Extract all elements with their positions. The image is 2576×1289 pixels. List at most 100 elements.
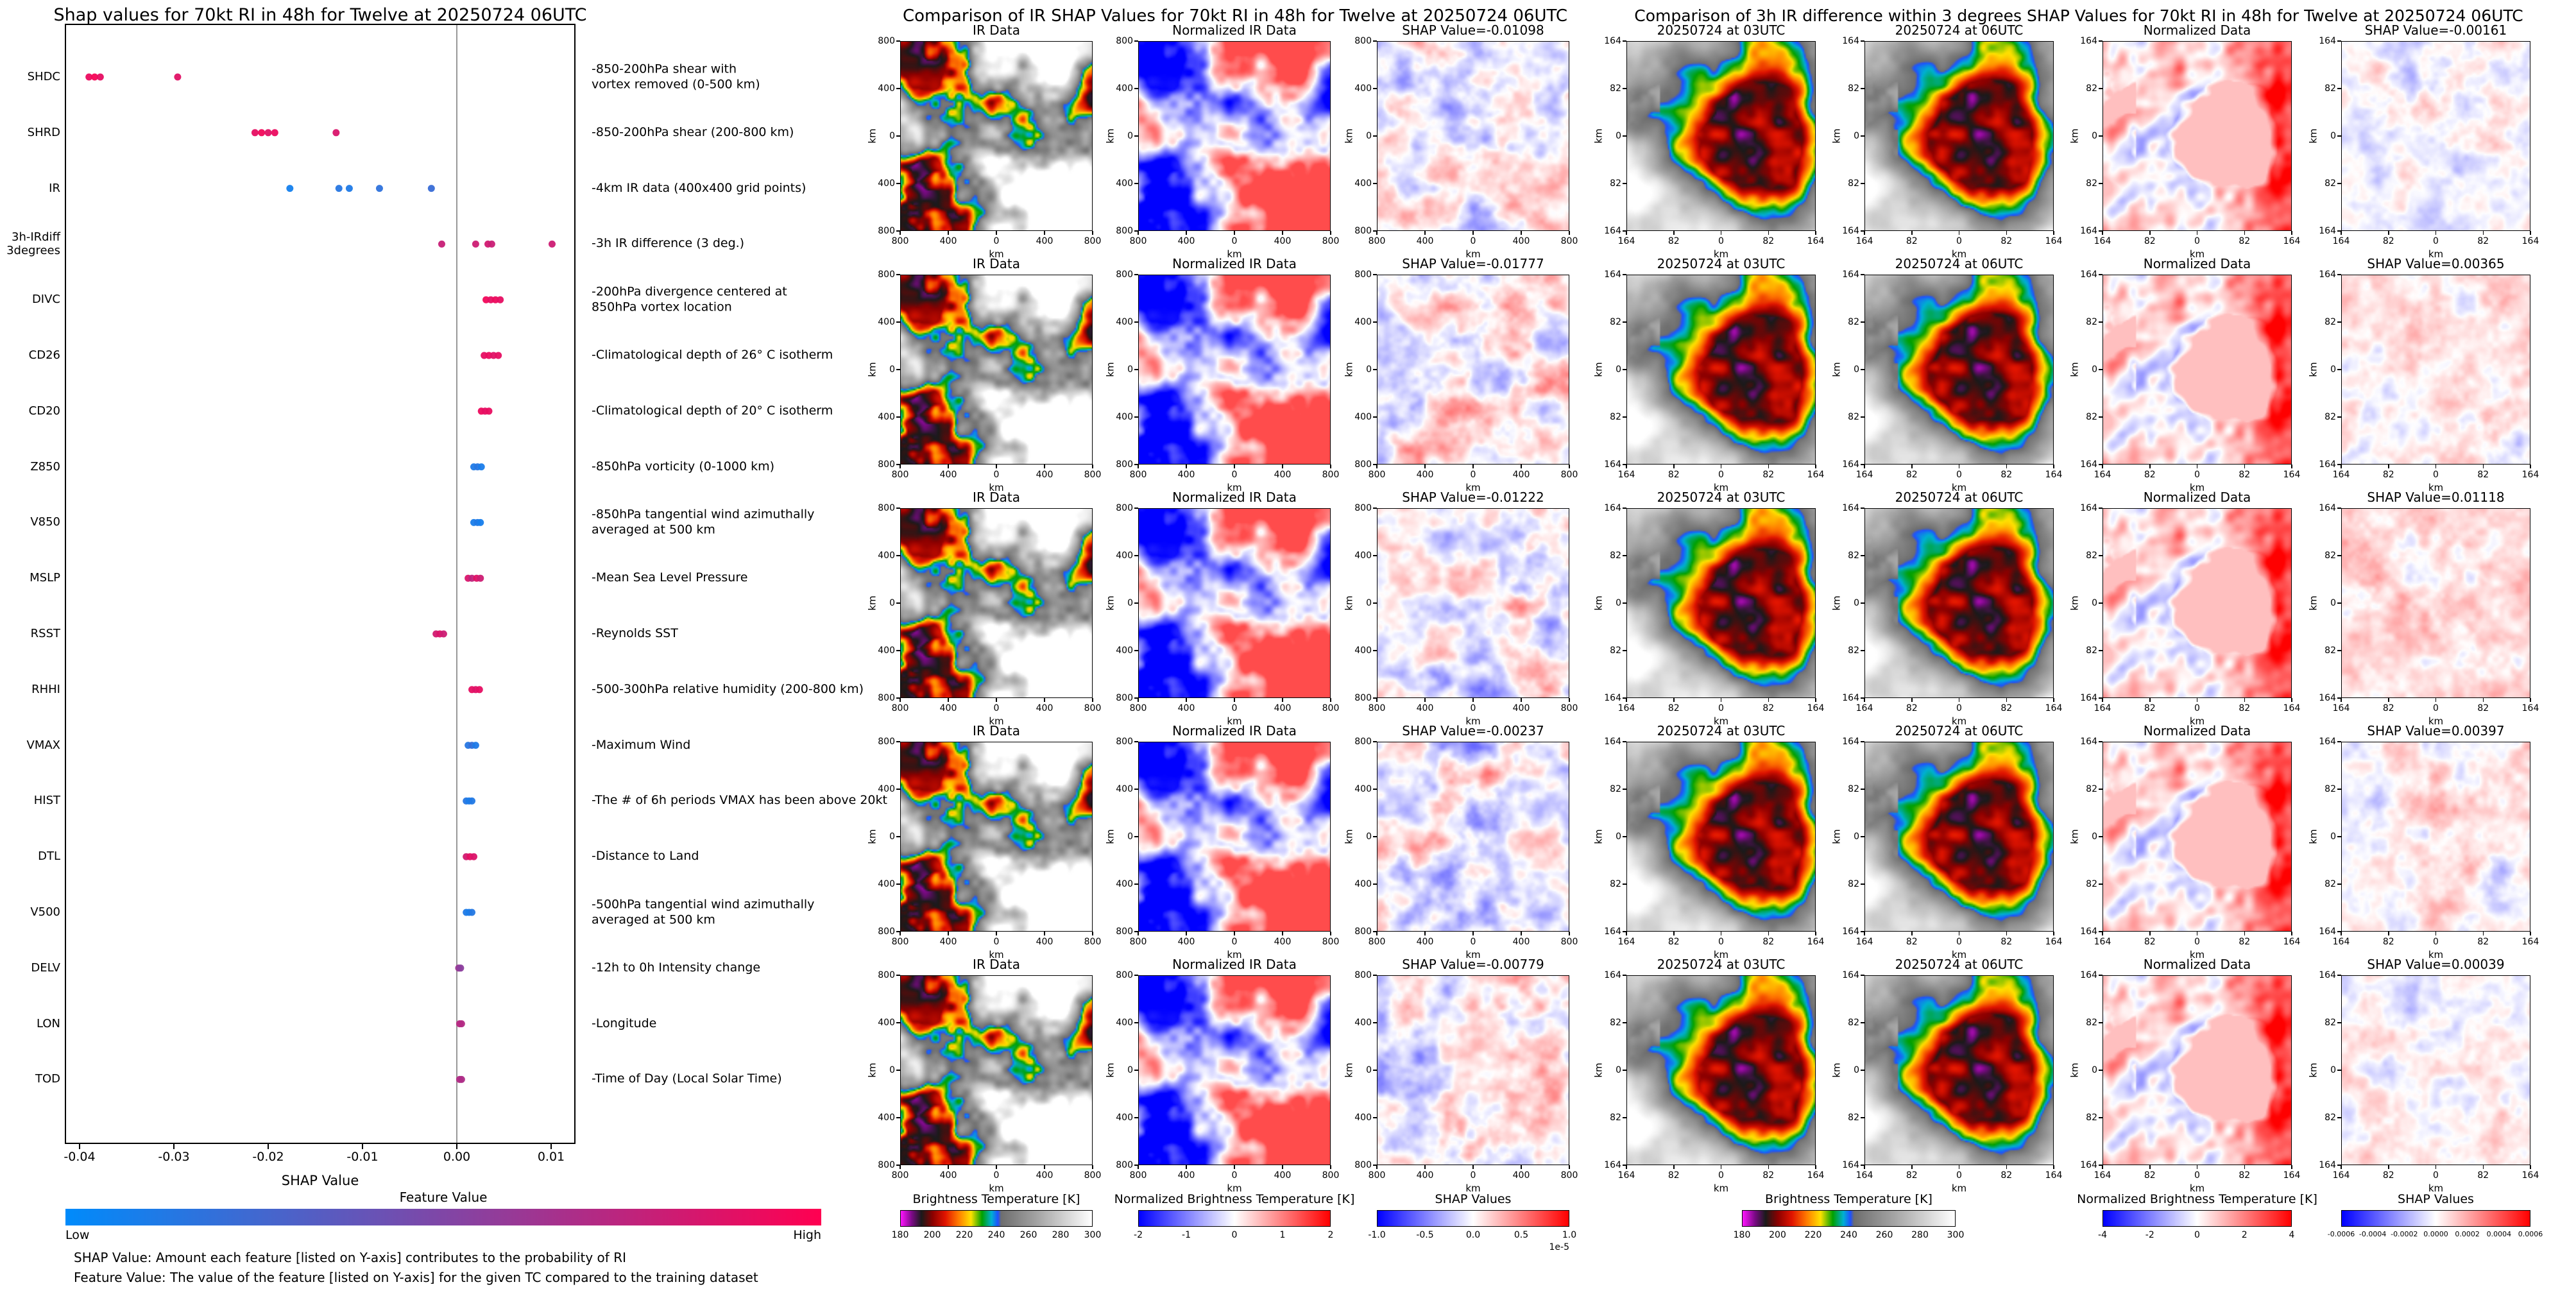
x-tick-mark (2530, 932, 2531, 935)
y-axis-unit: km (2068, 1063, 2080, 1078)
x-tick-label: 800 (1560, 937, 1578, 947)
irdiff-comparison-title: Comparison of 3h IR difference within 3 … (1634, 6, 2523, 25)
x-tick-mark (1720, 932, 1722, 935)
y-tick-label: 164 (2319, 459, 2336, 470)
colorbar-gradient (1742, 1210, 1956, 1227)
y-tick-label: 82 (2324, 83, 2336, 94)
x-tick-mark (2006, 932, 2007, 935)
x-tick-label: 400 (1512, 1170, 1530, 1181)
x-tick-mark (2341, 231, 2342, 235)
y-tick-label: 400 (1354, 784, 1372, 794)
map-title: 20250724 at 03UTC (1657, 723, 1786, 738)
x-tick-mark (2006, 465, 2007, 468)
y-tick-label: 82 (2324, 1113, 2336, 1123)
y-tick-label: 400 (1116, 1113, 1133, 1123)
y-tick-label: 164 (1842, 737, 1859, 747)
y-axis-unit: km (1343, 829, 1354, 844)
x-axis-unit: km (2189, 248, 2205, 260)
y-axis-unit: km (2307, 128, 2319, 144)
y-tick-mark (2099, 508, 2103, 509)
y-tick-label: 0 (1616, 364, 1621, 375)
y-tick-mark (896, 975, 900, 976)
map-title: SHAP Value=-0.00779 (1402, 957, 1544, 972)
shap-point (457, 964, 465, 972)
y-tick-mark (1134, 697, 1138, 699)
shap-beeswarm-plot: -0.04 -0.03 -0.02 -0.01 0.00 0.01 SHDC -850-200… (0, 0, 898, 1289)
x-tick-label: 400 (1274, 703, 1292, 713)
y-tick-mark (1623, 1070, 1626, 1071)
y-tick-label: 400 (878, 317, 895, 327)
colorbar-tick-label: 0.0006 (2518, 1230, 2543, 1238)
normalized-diff-cell-row2: Normalized Data 164 164 82 82 0 0 82 82 164 164 km k… (2068, 256, 2300, 493)
colorbar-gradient (2341, 1210, 2530, 1227)
y-tick-label: 82 (1848, 1113, 1859, 1123)
x-axis-unit: km (1713, 248, 1729, 260)
y-tick-mark (2337, 602, 2341, 604)
ir-06utc-cell-row2: 20250724 at 06UTC 164 164 82 82 0 0 82 82 164 164 k… (1830, 256, 2062, 493)
feature-name: CD26 (28, 348, 60, 362)
colorbar-low-label: Low (65, 1228, 90, 1242)
y-tick-mark (1623, 931, 1626, 932)
y-tick-mark (2099, 40, 2103, 42)
colorbar-tick-label: 180 (891, 1230, 909, 1240)
y-tick-label: 0 (1366, 598, 1372, 608)
x-axis-unit: km (1465, 482, 1481, 493)
shap-point (258, 129, 266, 137)
ir-06utc-image (1864, 975, 2054, 1165)
y-tick-mark (1623, 88, 1626, 89)
colorbar-gradient (1138, 1210, 1331, 1227)
shap-point (174, 73, 182, 81)
ir-03utc-cell-row2: 20250724 at 03UTC 164 164 82 82 0 0 82 82 164 164 k… (1592, 256, 1824, 493)
x-tick-mark (900, 698, 901, 702)
y-tick-label: 82 (2086, 879, 2097, 889)
y-tick-mark (1623, 555, 1626, 556)
x-tick-mark (996, 465, 997, 468)
map-title: SHAP Value=-0.00237 (1402, 723, 1544, 738)
y-axis-unit: km (1592, 1063, 1604, 1078)
map-title: 20250724 at 06UTC (1895, 490, 2024, 505)
y-tick-mark (2099, 1070, 2103, 1071)
map-title: 20250724 at 06UTC (1895, 957, 2024, 972)
y-tick-label: 82 (1610, 412, 1621, 422)
normalized-ir-data-cell-row4: Normalized IR Data 800 800 400 400 0 0 400 400 80… (1104, 723, 1339, 960)
x-tick-label: 82 (2239, 236, 2251, 246)
x-tick-label: 800 (1560, 1170, 1578, 1181)
map-title: 20250724 at 03UTC (1657, 256, 1786, 271)
x-tick-label: 82 (2000, 236, 2013, 246)
x-axis-unit: km (1713, 949, 1729, 960)
x-tick-label: 0 (2433, 1170, 2439, 1181)
y-tick-mark (1134, 369, 1138, 370)
y-tick-mark (1623, 650, 1626, 651)
shap-point (488, 240, 495, 248)
x-tick-mark (2341, 932, 2342, 935)
ir-shap-values-cell-row1: SHAP Value=-0.01098 800 800 400 400 0 0 400 400 8… (1343, 22, 1578, 260)
colorbar-tick-label: 200 (923, 1230, 941, 1240)
y-tick-label: 0 (1366, 131, 1372, 141)
x-tick-mark (2102, 465, 2103, 468)
y-tick-label: 82 (2324, 178, 2336, 189)
x-tick-label: 800 (1368, 703, 1386, 713)
y-tick-mark (1861, 884, 1864, 885)
x-tick-label: 800 (1368, 1170, 1386, 1181)
y-tick-mark (896, 741, 900, 742)
x-tick-mark (1138, 465, 1139, 468)
y-tick-label: 164 (1842, 1160, 1859, 1170)
x-tick-label: 164 (2521, 703, 2539, 713)
x-tick-mark (1376, 932, 1378, 935)
colorbar-tick-label: -1.0 (1368, 1230, 1386, 1240)
y-tick-mark (896, 40, 900, 42)
shap-point (472, 240, 479, 248)
y-tick-mark (1134, 321, 1138, 323)
x-tick-mark (1186, 932, 1187, 935)
shap-point (468, 909, 476, 916)
x-tick-mark (1911, 932, 1913, 935)
colorbar-tick-label: 240 (987, 1230, 1005, 1240)
shap-point (335, 185, 343, 192)
feature-name: SHRD (27, 125, 60, 139)
x-tick-label: 400 (1512, 470, 1530, 480)
x-tick-mark (1234, 932, 1235, 935)
y-tick-label: 82 (1848, 1018, 1859, 1028)
x-tick-mark (1626, 465, 1627, 468)
x-tick-label: 400 (1274, 470, 1292, 480)
x-tick-label: 800 (1084, 236, 1102, 246)
